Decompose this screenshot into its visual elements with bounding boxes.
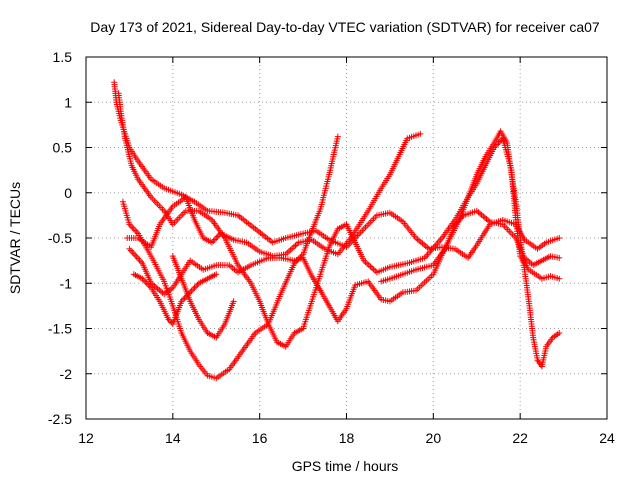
x-tick-label: 14 bbox=[165, 430, 181, 446]
x-axis-ticks: 12 14 16 18 20 22 24 bbox=[78, 57, 615, 446]
series-arc6 bbox=[130, 271, 220, 327]
y-axis-label: SDTVAR / TECUs bbox=[7, 182, 23, 294]
x-tick-label: 12 bbox=[78, 430, 94, 446]
data-point bbox=[556, 275, 563, 282]
data-point bbox=[230, 298, 237, 305]
y-tick-label: -1.5 bbox=[48, 321, 72, 337]
y-tick-label: -0.5 bbox=[48, 230, 72, 246]
series-arc5 bbox=[126, 135, 563, 325]
x-tick-label: 24 bbox=[599, 430, 615, 446]
x-tick-label: 18 bbox=[339, 430, 355, 446]
data-point bbox=[193, 283, 199, 290]
data-point bbox=[181, 295, 188, 302]
x-axis-label: GPS time / hours bbox=[292, 458, 399, 474]
series-layer bbox=[111, 79, 563, 382]
data-point bbox=[417, 130, 424, 137]
x-tick-label: 20 bbox=[426, 430, 442, 446]
y-tick-label: 1 bbox=[64, 94, 72, 110]
y-tick-label: -2.5 bbox=[48, 411, 72, 427]
x-tick-label: 22 bbox=[512, 430, 528, 446]
y-tick-label: -1 bbox=[60, 275, 73, 291]
y-tick-label: -2 bbox=[60, 366, 73, 382]
series-arc8 bbox=[378, 207, 563, 285]
y-tick-label: 1.5 bbox=[53, 49, 73, 65]
grid-lines bbox=[86, 57, 607, 419]
data-point bbox=[334, 133, 341, 140]
data-point bbox=[556, 235, 563, 241]
data-point bbox=[556, 254, 563, 261]
data-point bbox=[213, 235, 220, 241]
y-tick-label: 0.5 bbox=[53, 140, 73, 156]
data-point bbox=[556, 330, 563, 337]
data-point bbox=[213, 271, 220, 278]
series-arc4 bbox=[124, 130, 424, 260]
series-arc2 bbox=[115, 90, 563, 370]
chart-title: Day 173 of 2021, Sidereal Day-to-day VTE… bbox=[90, 19, 600, 35]
data-point bbox=[210, 238, 217, 244]
series-arc7 bbox=[169, 253, 237, 341]
y-axis-ticks: 1.5 1 0.5 0 -0.5 -1 -1.5 -2 -2.5 bbox=[48, 49, 607, 427]
y-tick-label: 0 bbox=[64, 185, 72, 201]
data-point bbox=[191, 284, 198, 291]
x-tick-label: 16 bbox=[252, 430, 268, 446]
data-point bbox=[190, 286, 197, 293]
data-point bbox=[132, 227, 139, 234]
series-arc3 bbox=[119, 133, 341, 382]
